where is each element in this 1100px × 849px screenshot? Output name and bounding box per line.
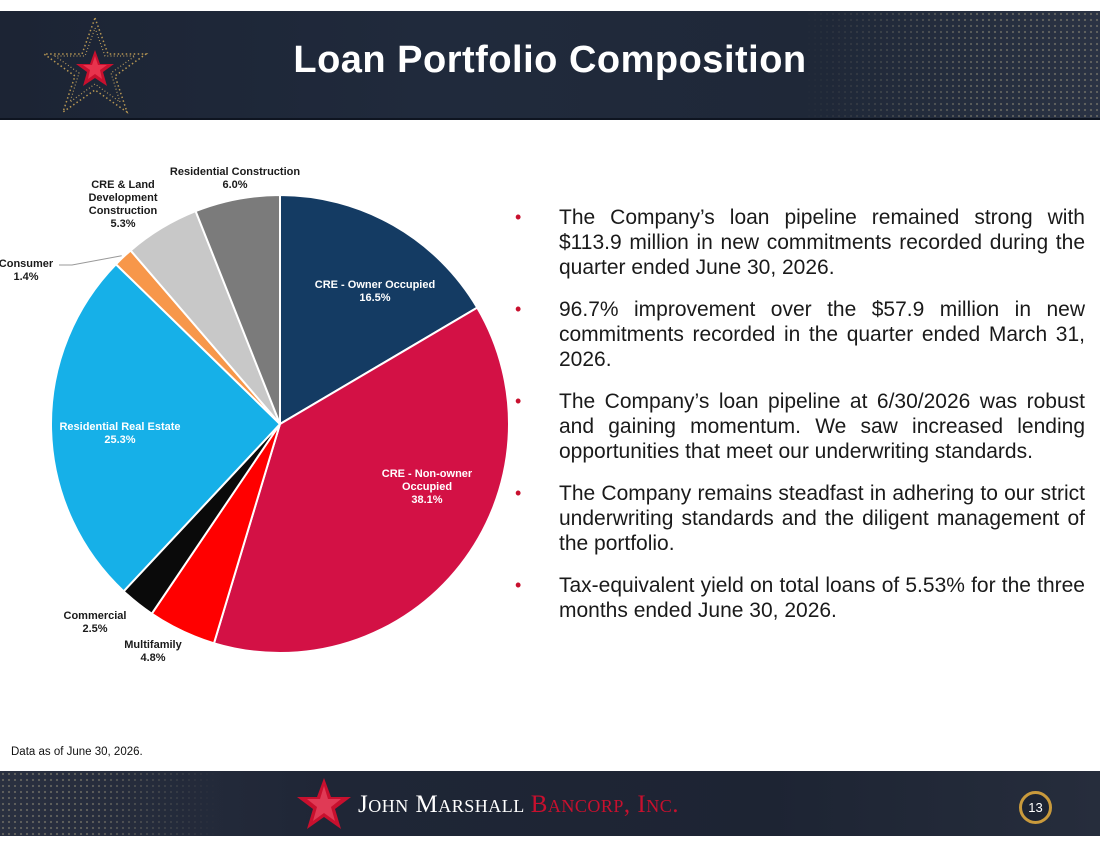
- slide-footer: John Marshall Bancorp, Inc. 13: [0, 771, 1100, 836]
- top-strip: [0, 0, 1100, 11]
- pie-category-label: Commercial: [64, 610, 127, 622]
- pie-value-label: 1.4%: [13, 271, 38, 283]
- bullet-item: • Tax-equivalent yield on total loans of …: [515, 573, 1085, 623]
- page-number-badge: 13: [1019, 791, 1052, 824]
- bullet-text: The Company’s loan pipeline remained str…: [559, 206, 1085, 279]
- pie-category-label: Multifamily: [124, 639, 182, 651]
- pie-slice-residential-real-estate: [49, 262, 282, 593]
- loan-portfolio-pie-chart: CRE - Owner Occupied 16.5% CRE - Non-owner…: [0, 166, 510, 664]
- pie-leader-line: [59, 255, 122, 266]
- pie-value-label: 6.0%: [222, 179, 247, 191]
- pie-category-label: CRE - Non-owner: [382, 468, 473, 480]
- pie-label-cre-non-owner-occupied: CRE - Non-owner Occupied 38.1%: [382, 468, 473, 506]
- bullet-text: Tax-equivalent yield on total loans of 5…: [559, 574, 1085, 622]
- bullet-marker: •: [515, 575, 522, 595]
- bullet-marker: •: [515, 483, 522, 503]
- pie-value-label: 16.5%: [359, 292, 390, 304]
- pie-value-label: 2.5%: [82, 623, 107, 635]
- pie-label-residential-real-estate: Residential Real Estate 25.3%: [59, 421, 180, 446]
- bullet-item: • The Company’s loan pipeline remained st…: [515, 205, 1085, 280]
- bullet-marker: •: [515, 207, 522, 227]
- pie-category-label: Consumer: [0, 258, 54, 270]
- slide-header: Loan Portfolio Composition: [0, 11, 1100, 120]
- pie-value-label: 25.3%: [104, 434, 135, 446]
- bullet-item: • The Company’s loan pipeline at 6/30/202…: [515, 389, 1085, 464]
- pie-label-commercial: Commercial 2.5%: [64, 610, 127, 635]
- footnote: Data as of June 30, 2026.: [11, 746, 143, 758]
- pie-value-label: 5.3%: [110, 218, 135, 230]
- pie-value-label: 38.1%: [411, 494, 442, 506]
- pie-category-label: Residential Construction: [170, 166, 300, 178]
- pie-category-label: CRE - Owner Occupied: [315, 279, 435, 291]
- bullet-text: The Company remains steadfast in adherin…: [559, 482, 1085, 555]
- pie-slice-cre-owner-occupied: [279, 193, 479, 426]
- pie-category-label: Development: [88, 192, 157, 204]
- pie-category-label: CRE & Land: [91, 179, 155, 191]
- page-title: Loan Portfolio Composition: [293, 39, 807, 81]
- bullet-item: • The Company remains steadfast in adheri…: [515, 481, 1085, 556]
- bullet-list: • The Company’s loan pipeline remained st…: [515, 205, 1085, 640]
- pie-category-label: Occupied: [402, 481, 452, 493]
- pie-label-cre-land-development-construction: CRE & Land Development Construction 5.3%: [88, 179, 157, 230]
- company-brand: John Marshall Bancorp, Inc.: [358, 791, 679, 819]
- brand-suffix: Bancorp, Inc.: [530, 791, 679, 818]
- pie-label-cre-owner-occupied: CRE - Owner Occupied 16.5%: [315, 279, 435, 304]
- pie-label-multifamily: Multifamily 4.8%: [124, 639, 182, 664]
- pie-category-label: Residential Real Estate: [59, 421, 180, 433]
- pie-label-residential-construction: Residential Construction 6.0%: [170, 166, 300, 191]
- bottom-strip: [0, 836, 1100, 849]
- pie-slice-cre-non-owner-occupied: [212, 306, 510, 654]
- red-star-icon: [297, 778, 351, 829]
- bullet-item: • 96.7% improvement over the $57.9 millio…: [515, 297, 1085, 372]
- pie-slice-residential-construction: [194, 193, 281, 425]
- bullet-marker: •: [515, 299, 522, 319]
- pie-label-consumer: Consumer 1.4%: [0, 258, 54, 283]
- bullet-text: 96.7% improvement over the $57.9 million…: [559, 298, 1085, 371]
- brand-name: John Marshall: [358, 791, 525, 818]
- pie-category-label: Construction: [89, 205, 158, 217]
- bullet-marker: •: [515, 391, 522, 411]
- pie-value-label: 4.8%: [140, 652, 165, 664]
- gold-red-star-icon: [41, 16, 149, 114]
- bullet-text: The Company’s loan pipeline at 6/30/2026…: [559, 390, 1085, 463]
